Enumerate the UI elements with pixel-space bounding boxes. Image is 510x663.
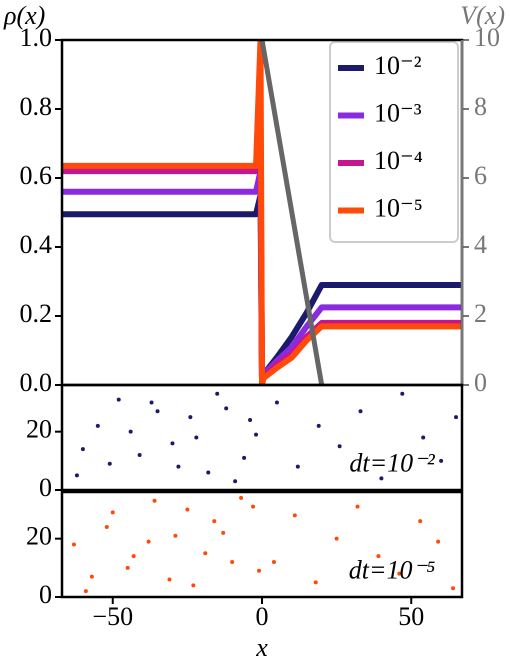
particle (254, 432, 259, 437)
particle (206, 470, 211, 475)
particle (242, 455, 247, 460)
particle (337, 444, 342, 449)
y2-tick-label: 2 (474, 299, 487, 328)
y-tick-label: 0.2 (20, 299, 53, 328)
particle (185, 507, 190, 512)
y-tick-label: 0 (39, 473, 52, 502)
particle (436, 539, 441, 544)
particle (104, 525, 109, 529)
frame (60, 383, 464, 492)
particle (83, 589, 88, 594)
particle (230, 560, 235, 564)
particle (152, 498, 157, 503)
particle (397, 571, 402, 576)
particle (95, 423, 100, 428)
particle (221, 530, 226, 535)
particle (215, 391, 220, 396)
particle (212, 519, 217, 524)
particle (170, 441, 175, 446)
particle (203, 551, 208, 556)
y-tick-label: 0.0 (20, 368, 53, 397)
annotation: dt=10⁻² (349, 448, 435, 477)
legend-label: 10⁻³ (374, 98, 422, 127)
particle (89, 574, 94, 579)
y2-axis-label: V(x) (460, 1, 505, 30)
particle (271, 560, 276, 564)
plot-area (71, 495, 456, 594)
particle (110, 510, 115, 515)
particle (80, 447, 85, 452)
particle (125, 565, 130, 570)
particle (167, 577, 172, 582)
legend-box (329, 41, 459, 243)
particle (451, 586, 456, 591)
particle (74, 473, 79, 478)
particle (295, 464, 300, 469)
particle (257, 568, 262, 573)
particle (191, 583, 196, 588)
annotation: dt=10⁻⁵ (349, 555, 436, 584)
particle (376, 554, 381, 559)
particle (155, 409, 160, 414)
y2-tick-label: 10 (474, 23, 500, 52)
particle (239, 495, 244, 500)
plot-area (74, 391, 459, 484)
x-tick-label: 50 (398, 602, 424, 631)
particle (418, 519, 423, 524)
particle (358, 409, 363, 414)
legend-label: 10⁻⁵ (374, 193, 423, 222)
x-axis-label: x (255, 633, 268, 662)
y-tick-label: 0.4 (20, 230, 53, 259)
particle (107, 461, 112, 466)
particle (146, 539, 151, 544)
y-axis-label: ρ(x) (3, 1, 45, 30)
y-tick-label: 20 (26, 415, 52, 444)
particle (439, 458, 444, 463)
particle (71, 542, 76, 547)
particle (379, 476, 384, 481)
particle (188, 415, 193, 420)
legend-label: 10⁻⁴ (374, 146, 423, 175)
legend-label: 10⁻² (374, 51, 422, 80)
particle (316, 423, 321, 428)
plot-area (62, 40, 462, 385)
particle (194, 435, 199, 440)
particle (355, 504, 360, 509)
particle (313, 580, 318, 585)
y-tick-label: 1.0 (20, 23, 53, 52)
particle (454, 415, 459, 420)
potential-line (259, 40, 325, 385)
particle (334, 536, 339, 541)
y-tick-label: 0.8 (20, 92, 53, 121)
particle (251, 504, 256, 509)
particle (128, 429, 133, 434)
particle (149, 400, 154, 405)
y2-tick-label: 4 (474, 230, 487, 259)
y-tick-label: 0.6 (20, 161, 53, 190)
y-tick-label: 0 (39, 580, 52, 609)
particle (292, 513, 297, 518)
frame (60, 490, 464, 599)
y2-tick-label: 0 (474, 368, 487, 397)
particle (173, 533, 178, 538)
particle (248, 418, 253, 422)
particle (400, 391, 405, 396)
particle (116, 397, 121, 402)
particle (224, 406, 229, 411)
particle (176, 464, 181, 469)
particle (421, 435, 426, 440)
particle (233, 479, 238, 484)
particle (131, 554, 136, 559)
y-tick-label: 20 (26, 522, 52, 551)
particle (137, 453, 142, 457)
particle (274, 400, 279, 405)
x-tick-label: −50 (92, 602, 133, 631)
y2-tick-label: 6 (474, 161, 487, 190)
y2-tick-label: 8 (474, 92, 487, 121)
x-tick-label: 0 (256, 602, 269, 631)
